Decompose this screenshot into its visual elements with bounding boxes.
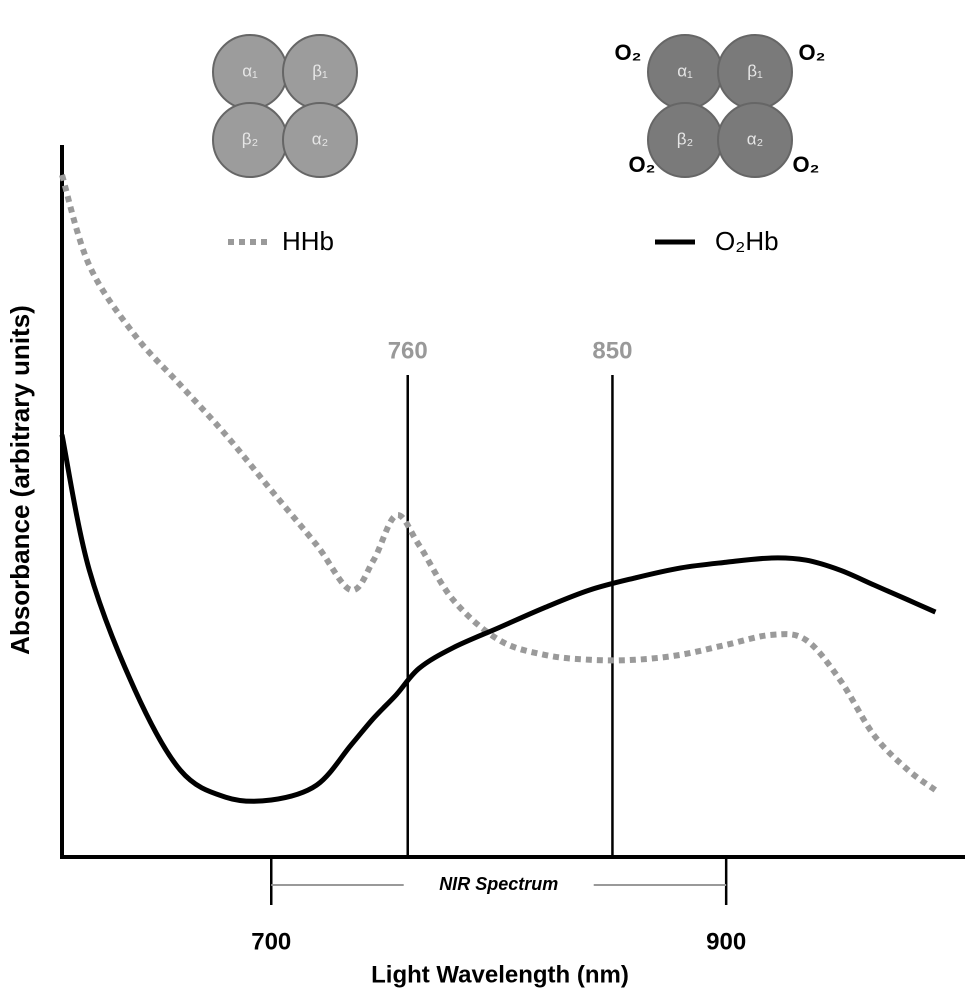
ligand-label: O₂	[793, 152, 820, 177]
subunit-label: α₂	[312, 129, 328, 148]
series-line	[59, 174, 938, 793]
series-line	[59, 434, 937, 804]
marker-label: 760	[388, 337, 428, 364]
span-label: NIR Spectrum	[439, 874, 558, 894]
subunit	[282, 102, 358, 178]
legend-label: HHb	[282, 226, 334, 256]
subunit-label: α₂	[747, 129, 763, 148]
subunit-label: α₁	[677, 61, 693, 80]
subunit-label: β₂	[677, 129, 693, 148]
marker-label: 850	[592, 337, 632, 364]
y-axis-label: Absorbance (arbitrary units)	[5, 305, 35, 655]
x-tick-label: 900	[706, 928, 746, 955]
ligand-label: O₂	[799, 40, 826, 65]
subunit-label: β₂	[242, 129, 258, 148]
subunit-label: β₁	[747, 61, 763, 80]
ligand-label: O₂	[615, 40, 642, 65]
x-axis-label: Light Wavelength (nm)	[371, 961, 629, 988]
subunit-label: α₁	[242, 61, 258, 80]
subunit	[717, 102, 793, 178]
subunit-label: β₁	[312, 61, 328, 80]
x-tick-label: 700	[251, 928, 291, 955]
legend-label: O₂Hb	[715, 226, 779, 256]
